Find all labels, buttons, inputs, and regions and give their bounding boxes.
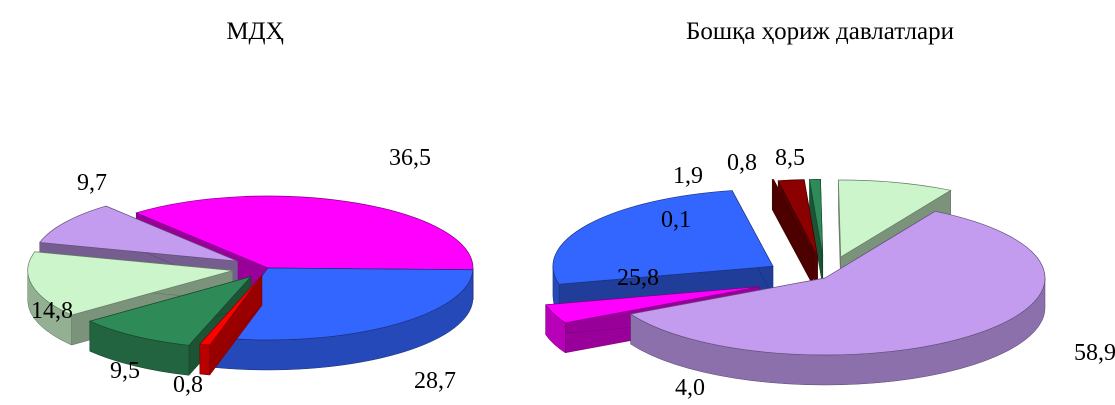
pie-slice-2 (199, 274, 263, 376)
pie-slice-0-top (135, 195, 474, 271)
pie-slice-3 (771, 179, 814, 286)
pie-label-3: 0,1 (661, 207, 691, 233)
pie-slice-2-rim-0 (199, 343, 211, 376)
chart-title-other-countries: Бошқа ҳориж давлатлари (686, 18, 954, 45)
pie-label-4: 14,8 (31, 298, 73, 324)
pie-slice-4-top (777, 179, 818, 257)
chart-title-cis: МДҲ (226, 18, 284, 45)
pie-label-4: 1,9 (673, 163, 703, 189)
pie-slice-5 (809, 178, 824, 287)
pie-label-0: 58,9 (1074, 340, 1115, 366)
pie-label-2: 0,8 (173, 372, 203, 398)
pie-label-5: 9,7 (77, 170, 107, 196)
pie-slice-5-top (39, 205, 238, 262)
pie-slice-5-top (809, 178, 824, 257)
pie-chart-other-countries: 58,9 4,0 25,8 0,1 1,9 0,8 8,5 (545, 145, 1115, 401)
pie-slice-6-top (838, 179, 952, 258)
pie-slice-3-top (771, 179, 814, 256)
pie-slice-1-top (545, 286, 760, 324)
pie-label-2: 25,8 (617, 265, 659, 291)
pie-slice-0-top (629, 210, 1046, 356)
pie-label-0: 36,5 (389, 145, 431, 171)
pie-slice-2-top (552, 190, 774, 285)
pie-label-5: 0,8 (727, 150, 757, 176)
pie-label-1: 4,0 (675, 375, 705, 401)
pie-slice-3-top (88, 276, 252, 346)
pie-label-6: 8,5 (775, 145, 805, 171)
pie-label-3: 9,5 (110, 358, 140, 384)
pie-slice-1-top (215, 267, 474, 341)
pie-slice-4-top (27, 251, 233, 316)
pie-slice-2-top (199, 275, 263, 346)
pie-slice-0 (629, 210, 1046, 386)
pie-chart-cis: 36,5 28,7 0,8 9,5 14,8 9,7 (27, 145, 474, 398)
pie-label-1: 28,7 (414, 368, 456, 394)
